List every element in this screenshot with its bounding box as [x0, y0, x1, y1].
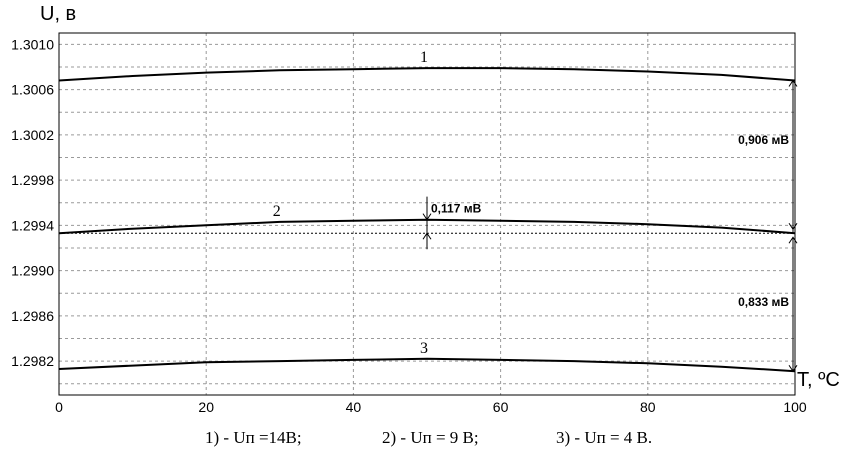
series-line-1 — [58, 67, 796, 82]
x-tick-label: 20 — [198, 399, 214, 415]
arrowhead-1-2-top — [788, 79, 798, 87]
arrowhead-2-3-top — [788, 236, 798, 244]
legend-item-2: 2) - Uп = 9 В; — [382, 428, 479, 447]
curve-label-1: 1 — [420, 49, 428, 66]
x-tick-label: 60 — [493, 399, 509, 415]
x-axis-label: T, ºС — [797, 369, 840, 391]
x-tick-label: 100 — [783, 399, 807, 415]
y-tick-label: 1.2986 — [11, 308, 54, 324]
y-tick-label: 1.2982 — [11, 353, 54, 369]
annotation-delta-1-2: 0,906 мВ — [738, 133, 789, 147]
y-tick-label: 1.2998 — [11, 172, 54, 188]
annotation-delta-2-3: 0,833 мВ — [738, 295, 789, 309]
y-tick-labels: 1.3010 1.3006 1.3002 1.2998 1.2994 1.2990 1.29… — [11, 36, 54, 369]
arrowhead-1-2-bottom — [788, 222, 798, 231]
y-axis-label: U, в — [40, 3, 76, 25]
y-tick-label: 1.3006 — [11, 82, 54, 98]
annotations-group: 0,906 мВ 0,833 мВ 0,117 мВ — [59, 79, 798, 373]
legend-item-1: 1) - Uп =14В; — [205, 428, 302, 447]
curve-label-2: 2 — [273, 203, 281, 220]
y-tick-label: 1.2990 — [11, 263, 54, 279]
annotation-delta-2: 0,117 мВ — [431, 202, 482, 216]
x-tick-labels: 0 20 40 60 80 100 — [55, 399, 807, 415]
arrowhead-curve-2-top — [422, 213, 432, 221]
x-tick-label: 0 — [55, 399, 63, 415]
curve-label-3: 3 — [420, 340, 428, 357]
x-tick-label: 40 — [346, 399, 362, 415]
series-line-3 — [58, 357, 796, 373]
y-tick-label: 1.3010 — [11, 36, 54, 52]
arrowhead-2-3-bottom — [788, 364, 798, 373]
y-tick-label: 1.3002 — [11, 127, 54, 143]
arrowhead-curve-2-bottom — [422, 232, 432, 240]
plot-frame — [58, 32, 796, 396]
x-tick-label: 80 — [640, 399, 656, 415]
y-tick-label: 1.2994 — [11, 217, 54, 233]
legend-item-3: 3) - Uп = 4 В. — [556, 428, 653, 447]
